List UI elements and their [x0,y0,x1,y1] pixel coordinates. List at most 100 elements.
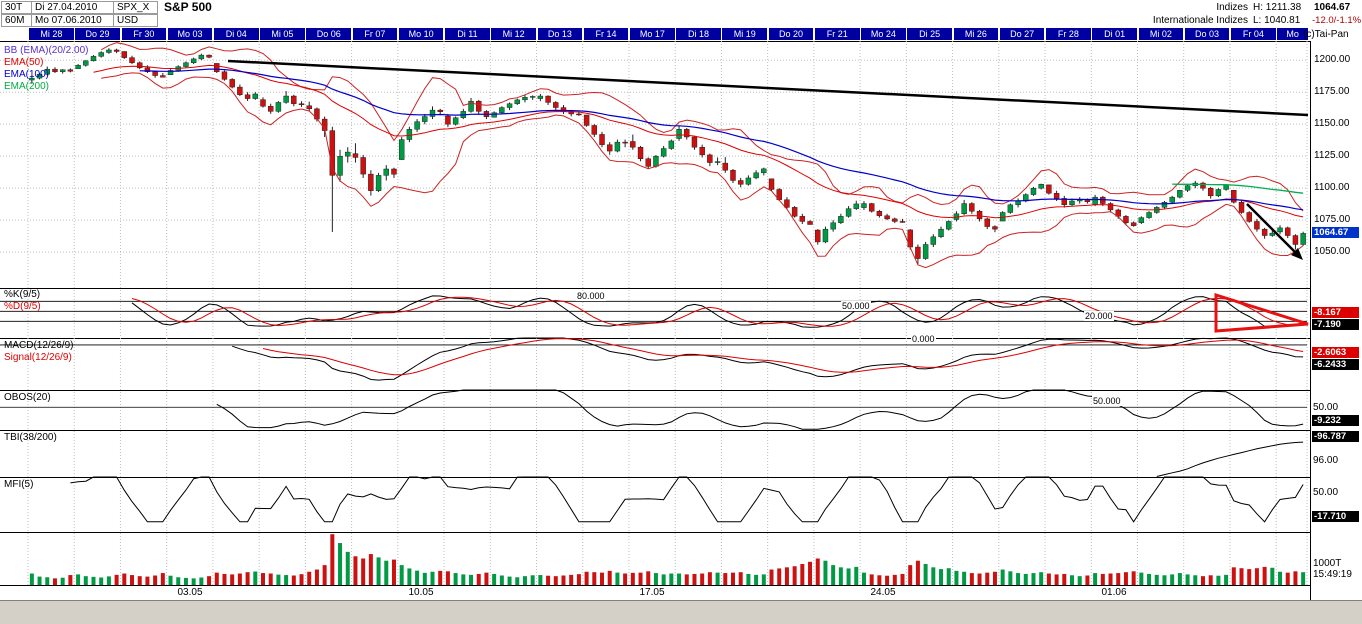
stoch-k-label: %K(9/5) [4,289,41,300]
stoch-d-value: -7.190 [1312,319,1359,330]
obos-label: OBOS(20) [4,392,51,403]
currency-cell[interactable]: USD [113,14,158,27]
date-axis-label: Di 18 [676,28,721,40]
macd-signal-line [262,338,1304,376]
bottom-axis-week-label: 01.06 [1101,587,1127,598]
bottom-axis-week-label: 10.05 [408,587,434,598]
panel-separator [0,430,1310,431]
date-axis-label: Di 11 [445,28,490,40]
tbi-scale-96: 96.00 [1313,455,1339,466]
last-price-marker: 1064.67 [1312,227,1359,238]
price-scale-label: 1150.00 [1314,118,1350,129]
legend-item: BB (EMA)(20/2.00) [4,45,89,56]
tbi-line [1156,441,1304,477]
tbi-value: -96.787 [1312,431,1359,442]
annotations[interactable] [227,59,1309,333]
date-axis-label: Mo 03 [167,28,213,40]
date-axis-label: Di 04 [213,28,259,40]
date-axis-label: Fr 28 [1046,28,1091,40]
stoch-level-80: 80.000 [576,291,606,301]
last-price-header: 1064.67 [1314,2,1351,13]
bb-upper-line [100,42,1304,212]
date-axis-label: Mo 10 [398,28,444,40]
panel-separator [0,41,1310,42]
date-axis-label: Fr 14 [583,28,629,40]
price-scale-label: 1175.00 [1314,86,1350,97]
change-value: -12.0/-1.1% [1312,15,1362,26]
mfi-line [70,476,1304,523]
price-scale-label: 1050.00 [1314,246,1351,257]
indicator-legend: BB (EMA)(20/2.00) EMA(50) EMA(100) EMA(200) [4,45,88,93]
date-axis-label: Mi 02 [1138,28,1184,40]
panel-separator [0,532,1310,533]
symbol-cell[interactable]: SPX_X [113,1,158,14]
scale-divider [1310,41,1311,600]
arrow-annotation[interactable] [1246,203,1296,253]
panel-separator [0,288,1310,289]
tbi-label: TBI(38/200) [4,432,57,443]
mfi-scale-50: 50.00 [1313,487,1339,498]
date-axis-label: Do 29 [75,28,120,40]
stoch-k-value: -8.167 [1312,307,1359,318]
date-axis-label: Di 01 [1092,28,1137,40]
trendline-annotation[interactable] [227,59,1309,117]
clock-time: 15:49:19 [1313,569,1352,580]
bottom-axis-week-label: 03.05 [177,587,203,598]
date-axis-label: Mo [1277,28,1308,40]
arrow-head [1291,248,1303,260]
panel-separator [0,585,1310,586]
status-strip [0,600,1362,624]
date-axis-label: Do 13 [537,28,583,40]
ema100-line [139,68,1304,211]
obos-value: -9.232 [1312,415,1359,426]
price-scale-label: 1075.00 [1314,214,1351,225]
legend-item: EMA(50) [4,57,44,68]
volume-bars [29,534,1306,585]
macd-line [232,337,1304,381]
macd-value: -2.6063 [1312,347,1359,358]
indicator-lines [70,42,1304,523]
instrument-title: S&P 500 [164,0,212,14]
macd-signal-label: Signal(12/26/9) [4,352,72,363]
triangle-annotation[interactable] [1214,292,1309,333]
volume-scale: 1000T [1313,558,1342,569]
date-axis-label: Do 20 [768,28,814,40]
date-axis-label: Mo 17 [630,28,675,40]
date-axis-label: Fr 04 [1231,28,1276,40]
category-line-2: Internationale Indizes [1152,15,1248,26]
legend-item: EMA(200) [4,81,50,92]
candlesticks [29,48,1306,264]
bottom-axis-week-label: 24.05 [870,587,896,598]
ema50-line [93,64,1304,219]
stoch-level-20: 20.000 [1084,311,1114,321]
date-axis-label: Mi 28 [29,28,74,40]
panel-separator [0,338,1310,339]
stoch-level-50: 50.000 [841,301,871,311]
date-axis-label: Fr 30 [121,28,167,40]
date-axis-label: Di 25 [907,28,952,40]
bb-lower-line [101,72,1304,269]
date-axis-label: Mi 05 [260,28,305,40]
obos-scale-50: 50.00 [1313,402,1339,413]
stoch-d-label: %D(9/5) [4,301,41,312]
mfi-label: MFI(5) [4,479,34,490]
macd-zero-level: 0.000 [911,334,936,344]
legend-item: EMA(100) [4,69,50,80]
date-axis-label: Fr 21 [814,28,860,40]
category-line-1: Indizes [1216,2,1248,13]
date-axis-label: Do 06 [306,28,352,40]
obos-line [216,389,1304,430]
price-scale-label: 1125.00 [1314,150,1350,161]
date-axis-label: Mi 19 [722,28,768,40]
date-axis-label: Do 27 [999,28,1045,40]
date-axis-label: Fr 07 [352,28,398,40]
date-axis-label: Mo 24 [861,28,906,40]
date-axis-label: Do 03 [1184,28,1230,40]
price-scale-label: 1100.00 [1314,182,1350,193]
mfi-value: -17.710 [1312,511,1359,522]
low-value: L: 1040.81 [1253,15,1301,26]
panel-separator [0,390,1310,391]
date-axis-label: Mi 12 [491,28,536,40]
